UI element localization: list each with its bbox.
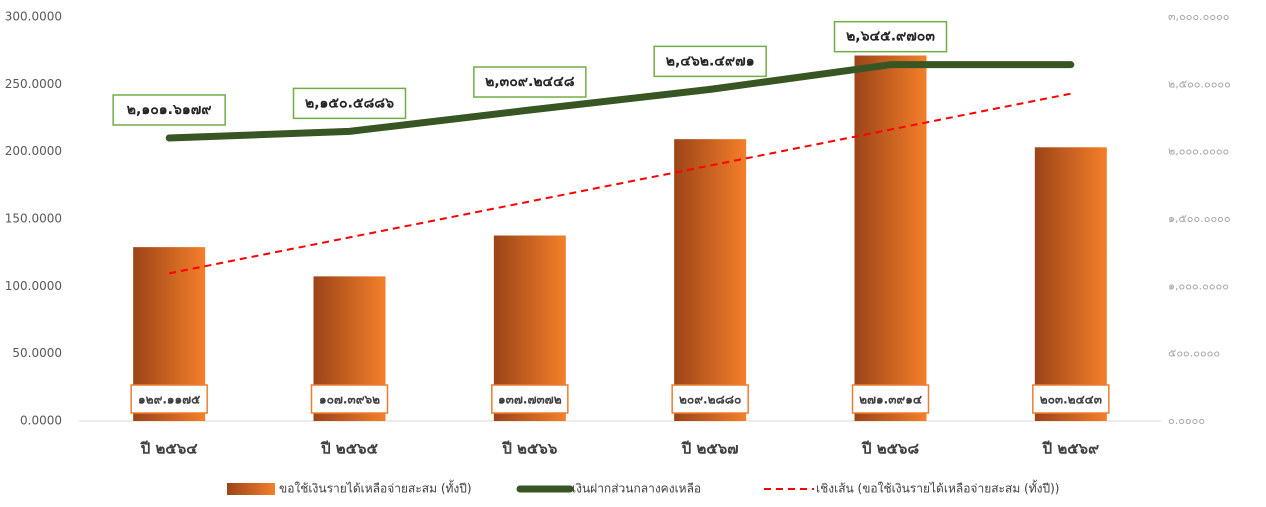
- legend-label: เงินฝากส่วนกลางคงเหลือ: [572, 482, 701, 496]
- trendline: [168, 92, 1072, 275]
- y-tick-label: 300.0000: [5, 10, 62, 24]
- value-label-box: [292, 87, 407, 120]
- legend-label: เชิงเส้น (ขอใช้เงินรายได้เหลือจ่ายสะสม (…: [816, 480, 1059, 496]
- y2-tick-label: ๑,๕๐๐.๐๐๐๐: [1168, 212, 1231, 225]
- value-label-box: [1032, 384, 1110, 414]
- bar: [674, 139, 747, 422]
- y2-tick-label: ๒,๐๐๐.๐๐๐๐: [1168, 145, 1229, 158]
- value-label: ๑๓๗.๗๓๗๒: [498, 393, 562, 407]
- y2-tick-label: ๐.๐๐๐๐: [1168, 414, 1205, 427]
- y-tick-label: 0.0000: [20, 414, 62, 428]
- x-tick-label: ปี ๒๕๖๖: [501, 440, 557, 458]
- x-tick-label: ปี ๒๕๖๕: [320, 440, 378, 458]
- value-label-box: [671, 384, 749, 414]
- y2-tick-label: ๒,๕๐๐.๐๐๐๐: [1168, 77, 1231, 90]
- value-label-box: [653, 45, 767, 78]
- value-label-box: [833, 20, 948, 53]
- y-tick-label: 100.0000: [5, 279, 62, 293]
- y-tick-label: 150.0000: [5, 212, 62, 226]
- value-label: ๒๐๓.๒๔๔๓: [1040, 393, 1102, 407]
- value-label: ๒๐๙.๒๘๘๐: [679, 393, 741, 407]
- bar: [854, 55, 927, 422]
- legend-label: ขอใช้เงินรายได้เหลือจ่ายสะสม (ทั้งปี): [279, 480, 472, 496]
- value-label-box: [491, 384, 569, 414]
- y2-tick-label: ๑,๐๐๐.๐๐๐๐: [1168, 279, 1229, 292]
- value-label-box: [473, 66, 587, 98]
- x-tick-label: ปี ๒๕๖๗: [681, 440, 739, 458]
- y2-tick-label: ๕๐๐.๐๐๐๐: [1168, 347, 1220, 360]
- line: [165, 61, 1075, 142]
- value-label-box: [130, 384, 208, 414]
- y2-tick-label: ๓,๐๐๐.๐๐๐๐: [1168, 10, 1230, 23]
- value-label: ๑๒๙.๑๑๗๕: [138, 393, 200, 407]
- x-tick-label: ปี ๒๕๖๘: [861, 440, 919, 458]
- legend-swatch: [227, 483, 275, 495]
- value-label: ๒,๓๐๙.๒๔๔๘: [485, 74, 575, 90]
- value-label: ๒๗๑.๓๙๑๔: [859, 393, 922, 407]
- y-tick-label: 50.0000: [12, 346, 62, 360]
- x-tick-label: ปี ๒๕๖๔: [140, 440, 198, 458]
- value-label-box: [112, 94, 226, 126]
- y-tick-label: 200.0000: [5, 144, 62, 158]
- value-label: ๒,๔๖๒.๔๙๗๑: [666, 53, 755, 69]
- bar: [1034, 147, 1107, 421]
- y-tick-label: 250.0000: [5, 77, 62, 91]
- value-label: ๒,๖๔๕.๙๗๐๓: [846, 29, 935, 45]
- value-label-box: [310, 384, 389, 414]
- value-label: ๒,๑๕๐.๕๘๘๖: [305, 95, 394, 111]
- x-tick-label: ปี ๒๕๖๙: [1042, 440, 1099, 458]
- value-label-box: [851, 384, 930, 414]
- value-label: ๑๐๗.๓๙๖๒: [319, 393, 380, 407]
- value-label: ๒,๑๐๑.๖๑๗๙: [127, 102, 212, 118]
